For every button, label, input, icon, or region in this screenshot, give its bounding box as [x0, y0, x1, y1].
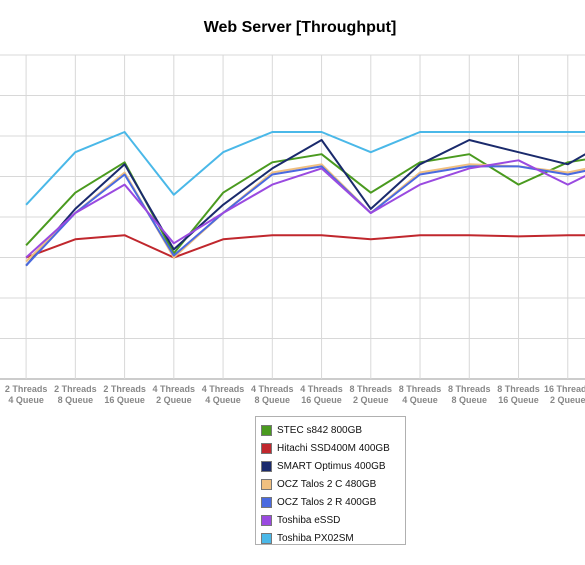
- legend-label: Toshiba PX02SM: [277, 532, 354, 544]
- legend-swatch: [261, 478, 272, 490]
- legend-swatch: [261, 460, 272, 472]
- legend-swatch: [261, 532, 272, 544]
- legend-item: SMART Optimus 400GB: [261, 457, 405, 475]
- series-lines: [25, 131, 585, 267]
- legend-swatch: [261, 496, 272, 508]
- legend: STEC s842 800GB Hitachi SSD400M 400GB SMAR…: [255, 416, 406, 545]
- x-tick-label: 8 Threads: [448, 384, 491, 394]
- x-tick-label: 8 Threads: [350, 384, 393, 394]
- x-tick-label: 2 Threads: [5, 384, 48, 394]
- legend-swatch: [261, 514, 272, 526]
- x-tick-label: 4 Queue: [402, 395, 438, 405]
- legend-label: SMART Optimus 400GB: [277, 460, 386, 472]
- series-line-0: [25, 153, 585, 255]
- legend-label: Hitachi SSD400M 400GB: [277, 442, 390, 454]
- x-tick-label: 8 Queue: [58, 395, 94, 405]
- legend-swatch: [261, 424, 272, 436]
- x-tick-label: 4 Threads: [153, 384, 196, 394]
- x-tick-label: 16 Queue: [104, 395, 145, 405]
- series-line-4: [25, 165, 585, 267]
- legend-item: Toshiba PX02SM: [261, 529, 405, 547]
- series-line-1: [25, 234, 585, 259]
- x-tick-label: 8 Threads: [497, 384, 540, 394]
- x-tick-label: 2 Queue: [550, 395, 585, 405]
- x-tick-label: 16 Queue: [301, 395, 342, 405]
- x-tick-label: 8 Queue: [452, 395, 488, 405]
- legend-label: OCZ Talos 2 C 480GB: [277, 478, 377, 490]
- x-tick-label: 2 Threads: [54, 384, 97, 394]
- x-tick-label: 4 Threads: [300, 384, 343, 394]
- legend-item: OCZ Talos 2 R 400GB: [261, 493, 405, 511]
- legend-item: Hitachi SSD400M 400GB: [261, 439, 405, 457]
- x-tick-label: 8 Threads: [399, 384, 442, 394]
- legend-label: STEC s842 800GB: [277, 424, 363, 436]
- legend-item: STEC s842 800GB: [261, 421, 405, 439]
- x-tick-label: 8 Queue: [255, 395, 291, 405]
- x-tick-label: 2 Queue: [156, 395, 192, 405]
- series-line-6: [25, 131, 585, 206]
- legend-swatch: [261, 442, 272, 454]
- x-tick-label: 2 Queue: [353, 395, 389, 405]
- legend-item: Toshiba eSSD: [261, 511, 405, 529]
- x-tick-label: 4 Threads: [251, 384, 294, 394]
- legend-item: OCZ Talos 2 C 480GB: [261, 475, 405, 493]
- legend-label: Toshiba eSSD: [277, 514, 341, 526]
- grid-lines: [0, 54, 585, 380]
- x-tick-label: 4 Queue: [8, 395, 44, 405]
- legend-label: OCZ Talos 2 R 400GB: [277, 496, 377, 508]
- x-tick-label: 16 Threads: [544, 384, 585, 394]
- x-tick-label: 4 Threads: [202, 384, 245, 394]
- chart-title: Web Server [Throughput]: [203, 19, 397, 36]
- series-line-2: [25, 139, 585, 267]
- x-tick-label: 4 Queue: [205, 395, 241, 405]
- x-tick-label: 16 Queue: [498, 395, 539, 405]
- x-tick-label: 2 Threads: [103, 384, 146, 394]
- series-line-5: [25, 159, 585, 259]
